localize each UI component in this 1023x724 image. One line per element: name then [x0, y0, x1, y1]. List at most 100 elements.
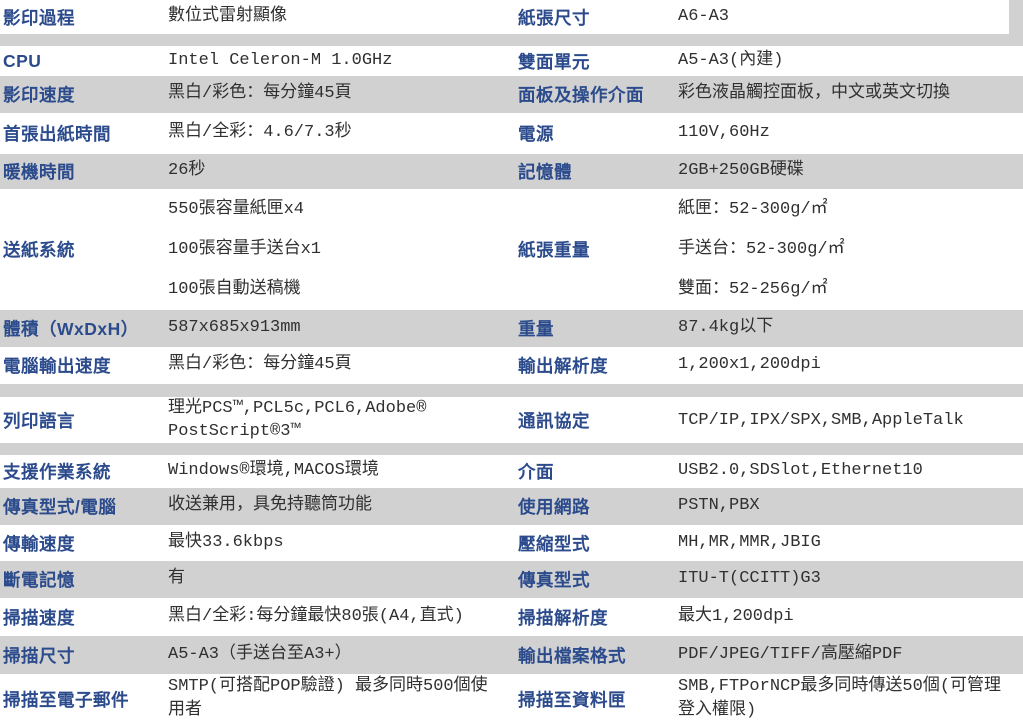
- left-value-cell: 有: [168, 568, 515, 590]
- right-label-cell: 電源: [518, 124, 554, 144]
- value-line: 手送台：52-300g/㎡: [678, 239, 845, 259]
- value-line: 黑白/全彩:每分鐘最快80張(A4,直式): [168, 606, 464, 626]
- spec-row: 影印速度 黑白/彩色：每分鐘45頁 面板及操作介面 彩色液晶觸控面板，中文或英文切換: [0, 76, 1023, 113]
- spec-row: 掃描尺寸 A5-A3（手送台至A3+） 輸出檔案格式 PDF/JPEG/TIFF/高壓…: [0, 636, 1023, 674]
- right-value-cell: TCP/IP,IPX/SPX,SMB,AppleTalk: [678, 409, 1023, 432]
- right-value-cell: 最大1,200dpi: [678, 606, 1023, 628]
- left-value-cell: 587x685x913mm: [168, 317, 515, 339]
- right-label-cell: 雙面單元: [518, 51, 590, 72]
- left-value-cell: SMTP(可搭配POP驗證) 最多同時500個使 用者: [168, 675, 515, 723]
- left-label-cell: 掃描至電子郵件: [3, 689, 129, 710]
- left-value-cell: Windows®環境,MACOS環境: [168, 460, 515, 482]
- value-line: 587x685x913mm: [168, 318, 301, 338]
- value-line: SMB,FTPorNCP最多同時傳送50個(可管理: [678, 677, 1002, 696]
- right-value-cell: 2GB+250GB硬碟: [678, 160, 1023, 182]
- spec-row: 列印語言 理光PCS™,PCL5c,PCL6,Adobe® PostScript®3…: [0, 397, 1023, 443]
- spec-row: 斷電記憶 有 傳真型式 ITU-T(CCITT)G3: [0, 561, 1023, 598]
- right-value-cell: SMB,FTPorNCP最多同時傳送50個(可管理 登入權限): [678, 675, 1023, 723]
- right-value-cell: A5-A3(內建): [678, 50, 1023, 72]
- value-line: 有: [168, 569, 185, 589]
- left-label-cell: 傳真型式/電腦: [3, 497, 117, 517]
- spec-row: 支援作業系統 Windows®環境,MACOS環境 介面 USB2.0,SDSlot,…: [0, 455, 1023, 488]
- spec-row: 暖機時間 26秒 記憶體 2GB+250GB硬碟: [0, 154, 1023, 189]
- spec-row: 影印過程 數位式雷射顯像 紙張尺寸 A6-A3: [0, 0, 1023, 34]
- right-label-cell: 輸出檔案格式: [518, 645, 626, 666]
- row-separator: [0, 443, 1023, 455]
- left-value-cell: 黑白/全彩:每分鐘最快80張(A4,直式): [168, 606, 515, 628]
- value-line: 黑白/彩色：每分鐘45頁: [168, 84, 352, 104]
- value-line: 紙匣：52-300g/㎡: [678, 199, 828, 219]
- value-line: MH,MR,MMR,JBIG: [678, 532, 821, 552]
- value-line: PDF/JPEG/TIFF/高壓縮PDF: [678, 644, 903, 664]
- right-value-cell: 紙匣：52-300g/㎡ 手送台：52-300g/㎡ 雙面：52-256g/㎡: [678, 190, 1023, 310]
- value-line: 100張自動送稿機: [168, 279, 301, 299]
- value-line: 550張容量紙匣x4: [168, 199, 305, 219]
- left-label-cell: 支援作業系統: [3, 462, 111, 482]
- value-line: SMTP(可搭配POP驗證) 最多同時500個使: [168, 677, 488, 696]
- left-label-cell: 斷電記憶: [3, 570, 75, 590]
- left-label-cell: CPU: [3, 50, 42, 71]
- value-line: PSTN,PBX: [678, 496, 760, 516]
- row-separator: [0, 34, 1023, 46]
- left-label-cell: 掃描尺寸: [3, 645, 75, 666]
- right-label-cell: 紙張重量: [518, 240, 590, 260]
- value-line: 最大1,200dpi: [678, 606, 794, 626]
- left-value-cell: 黑白/全彩：4.6/7.3秒: [168, 122, 515, 144]
- spec-row: CPU Intel Celeron-M 1.0GHz 雙面單元 A5-A3(內建): [0, 46, 1023, 76]
- spec-row: 體積（WxDxH） 587x685x913mm 重量 87.4kg以下: [0, 310, 1023, 347]
- spec-row: 送紙系統 550張容量紙匣x4 100張容量手送台x1 100張自動送稿機 紙張重量 紙匣…: [0, 189, 1023, 310]
- right-label-cell: 輸出解析度: [518, 356, 608, 376]
- left-value-cell: 黑白/彩色：每分鐘45頁: [168, 83, 515, 105]
- value-line: 數位式雷射顯像: [168, 6, 287, 26]
- right-value-cell: 1,200x1,200dpi: [678, 354, 1023, 376]
- spec-row: 傳輸速度 最快33.6kbps 壓縮型式 MH,MR,MMR,JBIG: [0, 525, 1023, 561]
- value-line: A5-A3（手送台至A3+）: [168, 644, 352, 664]
- right-label-cell: 掃描解析度: [518, 607, 608, 628]
- left-label-cell: 影印速度: [3, 85, 75, 105]
- value-line: 最快33.6kbps: [168, 532, 284, 552]
- value-line: A6-A3: [678, 6, 730, 26]
- row-separator: [0, 384, 1023, 397]
- value-line: 登入權限): [678, 701, 757, 720]
- right-label-cell: 傳真型式: [518, 570, 590, 590]
- right-label-cell: 紙張尺寸: [518, 7, 590, 28]
- right-value-cell: 87.4kg以下: [678, 317, 1023, 339]
- right-value-cell: PSTN,PBX: [678, 495, 1023, 517]
- value-line: ITU-T(CCITT)G3: [678, 569, 821, 589]
- right-label-cell: 記憶體: [518, 162, 572, 182]
- value-line: Windows®環境,MACOS環境: [168, 461, 379, 481]
- left-label-cell: 暖機時間: [3, 162, 75, 182]
- right-value-cell: A6-A3: [678, 6, 1023, 28]
- left-value-cell: 理光PCS™,PCL5c,PCL6,Adobe® PostScript®3™: [168, 397, 515, 443]
- right-value-cell: 彩色液晶觸控面板，中文或英文切換: [678, 83, 1023, 105]
- spec-row: 首張出紙時間 黑白/全彩：4.6/7.3秒 電源 110V,60Hz: [0, 113, 1023, 154]
- right-value-cell: PDF/JPEG/TIFF/高壓縮PDF: [678, 644, 1023, 666]
- value-line: 1,200x1,200dpi: [678, 355, 821, 375]
- left-value-cell: Intel Celeron-M 1.0GHz: [168, 50, 515, 72]
- right-value-cell: 110V,60Hz: [678, 122, 1023, 144]
- value-line: 收送兼用，具免持聽筒功能: [168, 496, 372, 516]
- left-label-cell: 傳輸速度: [3, 533, 75, 554]
- left-value-cell: 26秒: [168, 160, 515, 182]
- value-line: 雙面：52-256g/㎡: [678, 279, 828, 299]
- value-line: 87.4kg以下: [678, 318, 774, 338]
- value-line: 26秒: [168, 161, 206, 181]
- value-line: USB2.0,SDSlot,Ethernet10: [678, 461, 923, 481]
- value-line: 彩色液晶觸控面板，中文或英文切換: [678, 84, 950, 104]
- right-label-cell: 壓縮型式: [518, 533, 590, 554]
- value-line: PostScript®3™: [168, 422, 301, 441]
- left-value-cell: 黑白/彩色：每分鐘45頁: [168, 354, 515, 376]
- right-label-cell: 通訊協定: [518, 410, 590, 431]
- spec-row: 傳真型式/電腦 收送兼用，具免持聽筒功能 使用網路 PSTN,PBX: [0, 488, 1023, 525]
- left-value-cell: 550張容量紙匣x4 100張容量手送台x1 100張自動送稿機: [168, 190, 515, 310]
- left-value-cell: 數位式雷射顯像: [168, 6, 515, 28]
- right-value-cell: USB2.0,SDSlot,Ethernet10: [678, 460, 1023, 482]
- value-line: 黑白/全彩：4.6/7.3秒: [168, 123, 352, 143]
- left-value-cell: 最快33.6kbps: [168, 532, 515, 554]
- value-line: Intel Celeron-M 1.0GHz: [168, 50, 393, 70]
- right-value-cell: ITU-T(CCITT)G3: [678, 568, 1023, 590]
- top-right-gray-artifact: [1009, 0, 1023, 34]
- left-label-cell: 掃描速度: [3, 607, 75, 628]
